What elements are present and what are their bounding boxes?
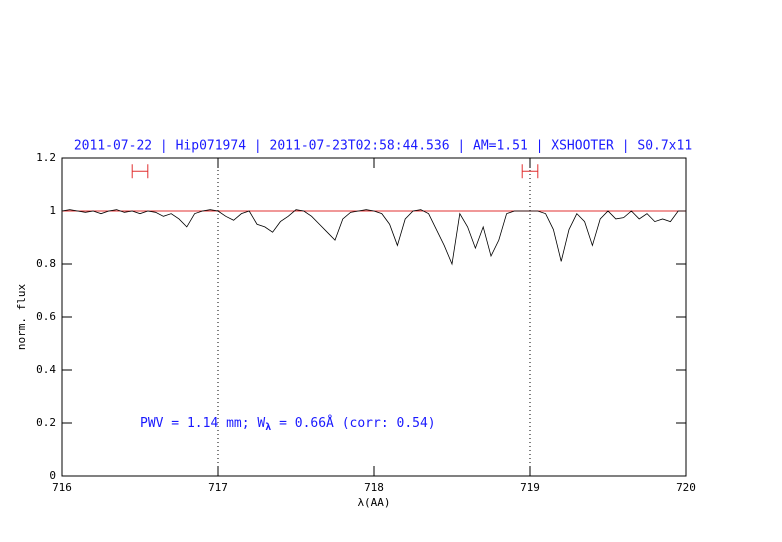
x-tick-label: 717 <box>208 481 228 494</box>
y-tick-label: 1.2 <box>36 151 56 164</box>
y-tick-label: 0 <box>49 469 56 482</box>
chart-title: 2011-07-22 | Hip071974 | 2011-07-23T02:5… <box>74 139 692 154</box>
y-tick-label: 0.4 <box>36 363 56 376</box>
x-tick-label: 720 <box>676 481 696 494</box>
x-axis-label: λ(AA) <box>357 496 390 509</box>
y-tick-label: 1 <box>49 204 56 217</box>
annotation-subscript: λ <box>265 422 271 433</box>
y-axis-label: norm. flux <box>15 284 28 351</box>
annotation: PWV = 1.14 mm; Wλ = 0.66Å (corr: 0.54) <box>140 415 436 434</box>
x-tick-label: 718 <box>364 481 384 494</box>
annotation-text: PWV = 1.14 mm; W <box>140 416 265 431</box>
y-tick-label: 0.8 <box>36 257 56 270</box>
x-tick-label: 716 <box>52 481 72 494</box>
spectrum-line <box>61 209 686 266</box>
y-tick-label: 0.6 <box>36 310 56 323</box>
annotation-rest: = 0.66Å (corr: 0.54) <box>271 415 435 431</box>
y-tick-label: 0.2 <box>36 416 56 429</box>
x-tick-label: 719 <box>520 481 540 494</box>
